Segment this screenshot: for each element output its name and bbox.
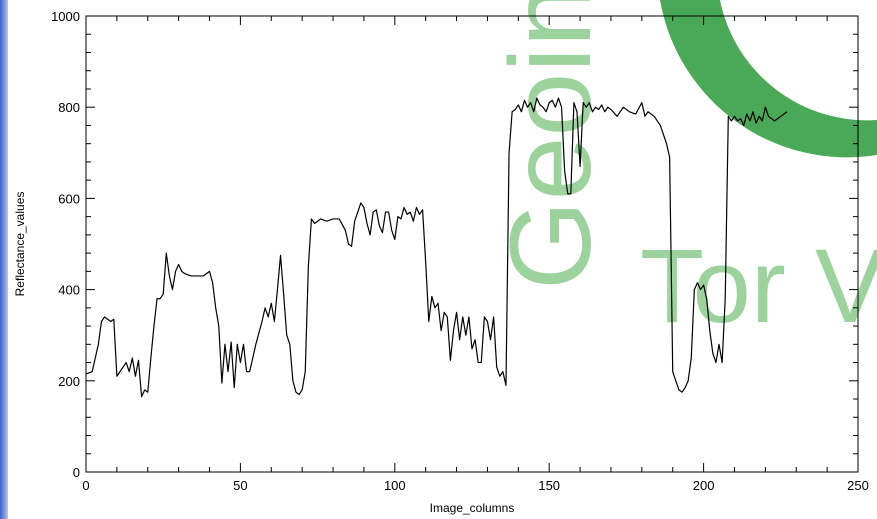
y-tick-label: 1000 [51,9,80,24]
x-tick-label: 150 [538,478,560,493]
x-tick-label: 250 [847,478,869,493]
y-tick-label: 400 [58,283,80,298]
x-tick-label: 50 [233,478,247,493]
y-tick-label: 600 [58,191,80,206]
y-axis-label: Reflectance_values [13,192,27,297]
y-tick-label: 800 [58,100,80,115]
data-line [85,97,788,398]
side-strip [0,0,8,519]
watermark-ring [660,0,877,158]
watermark-text: Geoin [487,0,615,290]
plot-frame [85,15,859,473]
watermark-text: Tor V [640,228,877,345]
x-tick-label: 0 [82,478,89,493]
y-tick-label: 0 [73,465,80,480]
y-tick-label: 200 [58,374,80,389]
x-tick-label: 100 [384,478,406,493]
x-tick-label: 200 [693,478,715,493]
x-axis-label: Image_columns [430,501,515,515]
